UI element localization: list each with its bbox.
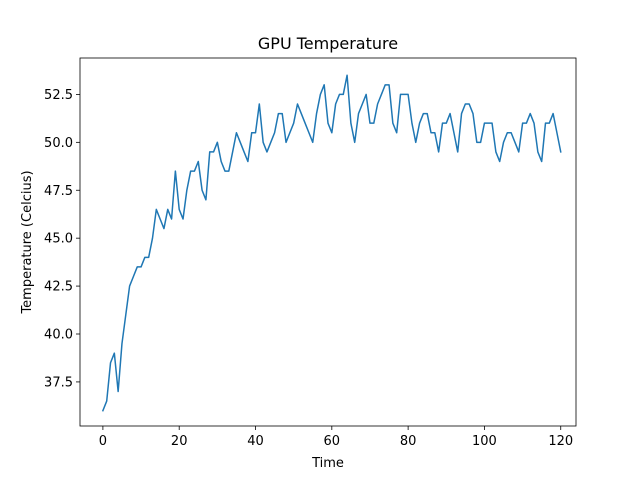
y-tick-label: 40.0	[44, 328, 73, 343]
axes-frame	[79, 57, 577, 427]
y-tick-label: 47.5	[44, 184, 73, 199]
y-tick-label: 52.5	[44, 88, 73, 103]
y-axis-label: Temperature (Celcius)	[20, 170, 35, 314]
y-tick-label: 50.0	[44, 136, 73, 151]
x-tick-label: 20	[171, 434, 188, 449]
x-tick-label: 120	[548, 434, 573, 449]
chart-title: GPU Temperature	[258, 34, 398, 53]
y-tick-label: 42.5	[44, 280, 73, 295]
x-tick-label: 60	[324, 434, 341, 449]
plot-area: 0 20 40 60 80 100 120 37.5 40.0 42.5 45.0 47.5 50.0 5…	[44, 57, 577, 449]
y-tick-label: 45.0	[44, 232, 73, 247]
y-tick-label: 37.5	[44, 375, 73, 390]
x-tick-label: 0	[99, 434, 107, 449]
x-tick-label: 80	[400, 434, 417, 449]
series-line-0	[101, 74, 562, 412]
x-axis-label: Time	[311, 456, 344, 471]
x-tick-label: 100	[472, 434, 497, 449]
x-tick-label: 40	[247, 434, 264, 449]
